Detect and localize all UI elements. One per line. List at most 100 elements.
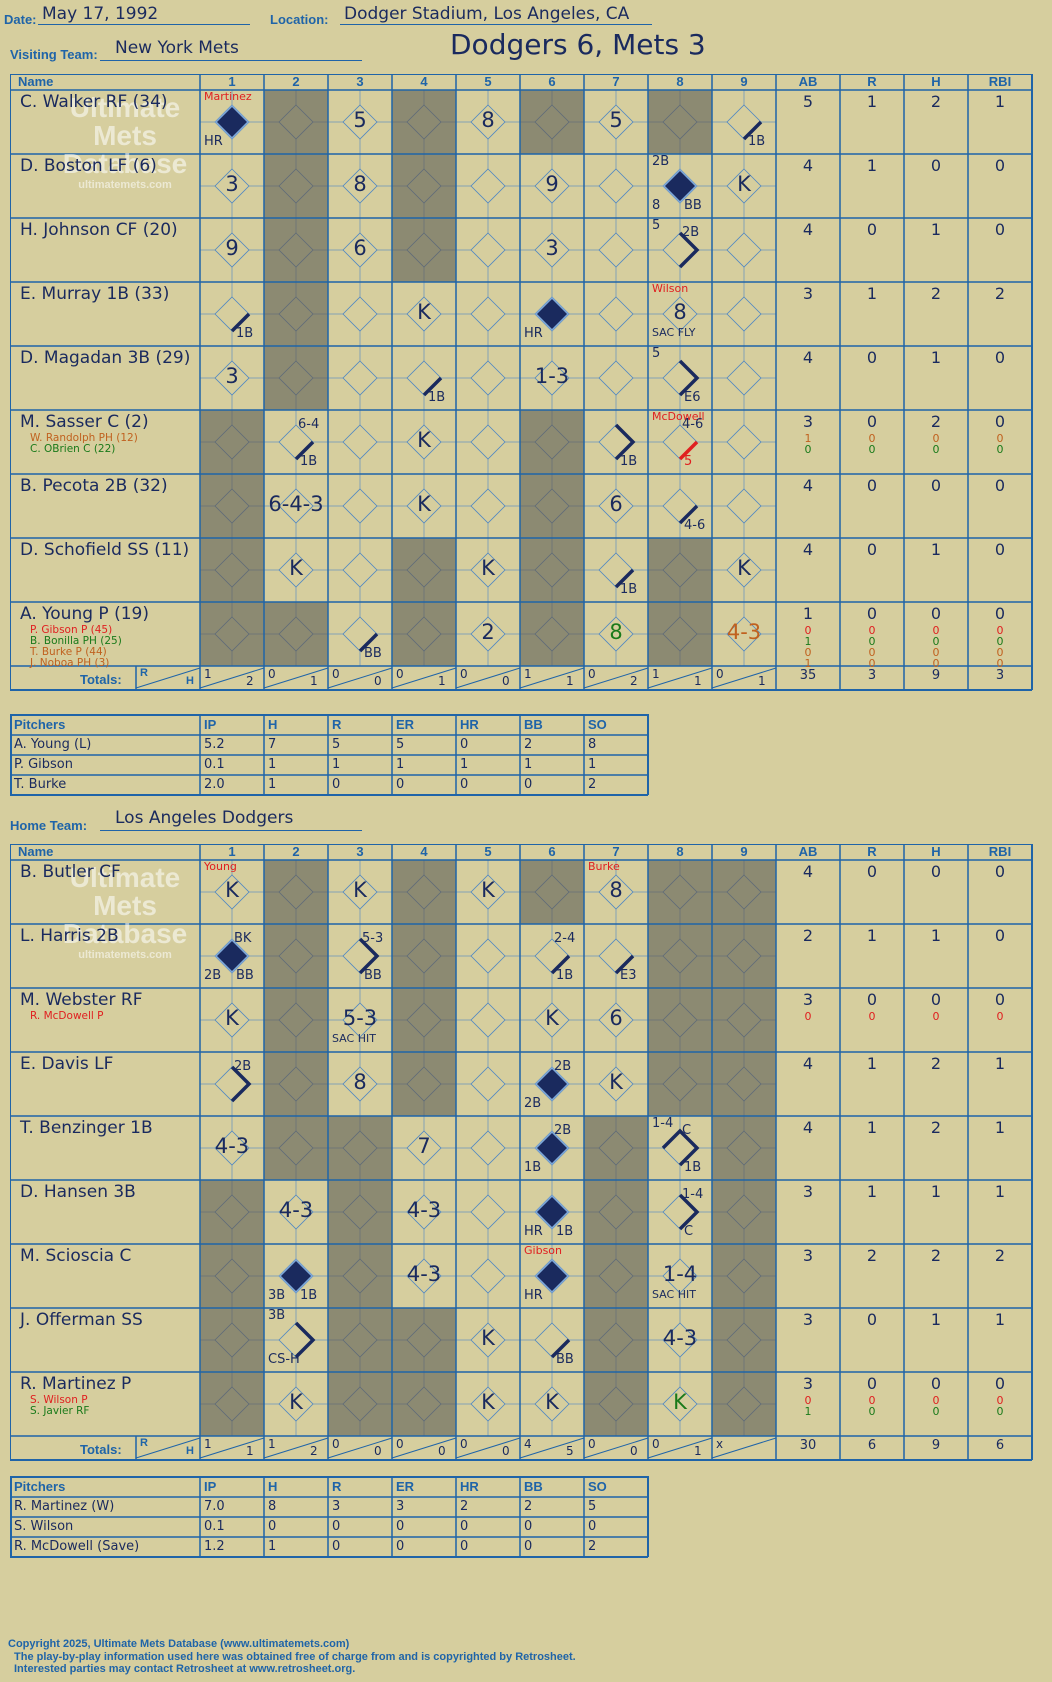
visitors-play-result: 6	[609, 492, 623, 516]
date-underline	[38, 6, 250, 25]
home-batter-ab: 3	[802, 1374, 814, 1393]
home-play-note: C	[684, 1224, 694, 1239]
home-batter-r: 0	[866, 1374, 878, 1393]
home-play-result: K	[609, 1070, 623, 1094]
home-batter-name: R. Martinez P	[20, 1374, 132, 1394]
visitors-base-path	[678, 440, 699, 461]
visitors-play-note: McDowell	[652, 410, 705, 423]
home-play-result: 4-3	[214, 1134, 250, 1158]
home-play-note: 3B	[268, 1288, 286, 1303]
home-sub-rbi: 0	[996, 1010, 1004, 1023]
home-pitcher-stat: 0	[524, 1539, 533, 1554]
visitors-total-r: 3	[867, 668, 877, 683]
home-inning-header: 9	[740, 844, 748, 859]
home-inning-runs: 4	[524, 1437, 532, 1451]
visitors-batter-rbi: 2	[994, 284, 1006, 303]
home-play-note: HR	[524, 1288, 543, 1303]
home-inning-hits: 1	[246, 1444, 254, 1458]
visitors-sub-name: B. Bonilla PH (25)	[30, 635, 122, 647]
visitors-batter-r: 0	[866, 540, 878, 559]
visitors-batter-name: B. Pecota 2B (32)	[20, 476, 168, 496]
visitors-sub-name: C. OBrien C (22)	[30, 443, 116, 455]
home-inning-runs: 0	[588, 1437, 596, 1451]
home-run-scored-diamond	[534, 1130, 570, 1166]
visitors-batter-r: 0	[866, 412, 878, 431]
home-play-result: K	[289, 1390, 303, 1414]
visitors-play-note: 5	[684, 454, 693, 469]
location-underline	[340, 6, 652, 25]
visitors-batter-r: 1	[866, 92, 878, 111]
visitors-play-note: 1B	[428, 390, 446, 405]
home-sub-rbi: 0	[996, 1394, 1004, 1407]
home-pitcher-stat: 0	[524, 1519, 533, 1534]
visitors-play-result: K	[289, 556, 303, 580]
home-play-note: 2B	[234, 1059, 252, 1074]
visitors-batter-name: A. Young P (19)	[20, 604, 149, 624]
home-batter-name: E. Davis LF	[20, 1054, 114, 1074]
visitors-pitcher-stat: 1	[588, 757, 597, 772]
visitors-batter-name: E. Murray 1B (33)	[20, 284, 170, 304]
home-play-note: BB	[364, 968, 382, 983]
home-play-result: 4-3	[278, 1198, 314, 1222]
visitors-pitcher-stat: 8	[588, 737, 597, 752]
home-play-note: 1B	[684, 1160, 702, 1175]
home-batter-rbi: 1	[994, 1310, 1006, 1329]
home-batter-name: B. Butler CF	[20, 862, 121, 882]
home-pitchers-header: BB	[524, 1479, 543, 1494]
watermark-text: Database	[62, 918, 188, 949]
visitors-batter-rbi: 0	[994, 540, 1006, 559]
visitors-base-path	[678, 504, 699, 525]
home-totals-r-key: R	[140, 1437, 148, 1449]
home-stat-header: R	[867, 844, 877, 859]
visitors-stat-header: RBI	[988, 74, 1012, 89]
visitors-pitchers-header: SO	[588, 717, 607, 732]
visitors-play-note: 1B	[748, 134, 766, 149]
home-play-note: C	[682, 1123, 692, 1138]
home-batter-name: J. Offerman SS	[20, 1310, 143, 1330]
watermark-text: Ultimate	[69, 92, 181, 123]
visitors-inning-hits: 0	[374, 674, 382, 688]
visitors-batter-r: 1	[866, 284, 878, 303]
visitors-play-result: 8	[673, 300, 687, 324]
visitors-play-result: 6	[353, 236, 367, 260]
home-play-note: HR	[524, 1224, 543, 1239]
visitors-sub-r: 0	[868, 646, 876, 659]
visitors-play-note: 4-6	[682, 417, 704, 432]
home-play-note: Burke	[588, 860, 620, 873]
visitors-inning-hits: 0	[502, 674, 510, 688]
visitors-batter-ab: 4	[802, 348, 814, 367]
home-stat-header: AB	[798, 844, 818, 859]
home-pitcher-stat: 2	[588, 1539, 597, 1554]
home-pitcher-stat: 0.1	[204, 1519, 225, 1534]
home-inning-header: 8	[676, 844, 684, 859]
watermark-text: Database	[62, 148, 188, 179]
visitors-sub-name: J. Noboa PH (3)	[30, 657, 110, 669]
home-watermark: Ultimate Mets Database ultimatemets.com	[50, 864, 200, 962]
home-batter-rbi: 1	[994, 1054, 1006, 1073]
home-pitcher-name: R. Martinez (W)	[14, 1499, 115, 1514]
home-batter-rbi: 0	[994, 1374, 1006, 1393]
visitors-batter-r: 0	[866, 604, 878, 623]
home-batter-h: 1	[930, 926, 942, 945]
visitors-inning-header: 1	[228, 74, 236, 89]
visitors-pitcher-stat: 0	[396, 777, 405, 792]
home-pitcher-stat: 0	[396, 1519, 405, 1534]
visitors-play-result: 8	[609, 620, 623, 644]
visitors-pitcher-stat: 1	[524, 757, 533, 772]
visitors-sub-ab: 1	[804, 432, 812, 445]
home-batter-ab: 4	[802, 1118, 814, 1137]
visitors-play-note: E6	[684, 390, 701, 405]
home-total-r: 6	[867, 1438, 877, 1453]
home-batter-name: T. Benzinger 1B	[20, 1118, 153, 1138]
visitors-total-h: 9	[931, 668, 941, 683]
home-totals-label: Totals:	[80, 1442, 122, 1457]
home-play-note: 2B	[204, 968, 222, 983]
home-batter-h: 1	[930, 1310, 942, 1329]
watermark-text: Ultimate	[69, 862, 181, 893]
visitors-play-result: 6-4-3	[268, 492, 324, 516]
home-play-note: E3	[620, 968, 637, 983]
visitors-batter-h: 1	[930, 220, 942, 239]
visitors-inning-header: 6	[548, 74, 556, 89]
visitors-batter-ab: 5	[802, 92, 814, 111]
home-pitcher-stat: 8	[268, 1499, 277, 1514]
